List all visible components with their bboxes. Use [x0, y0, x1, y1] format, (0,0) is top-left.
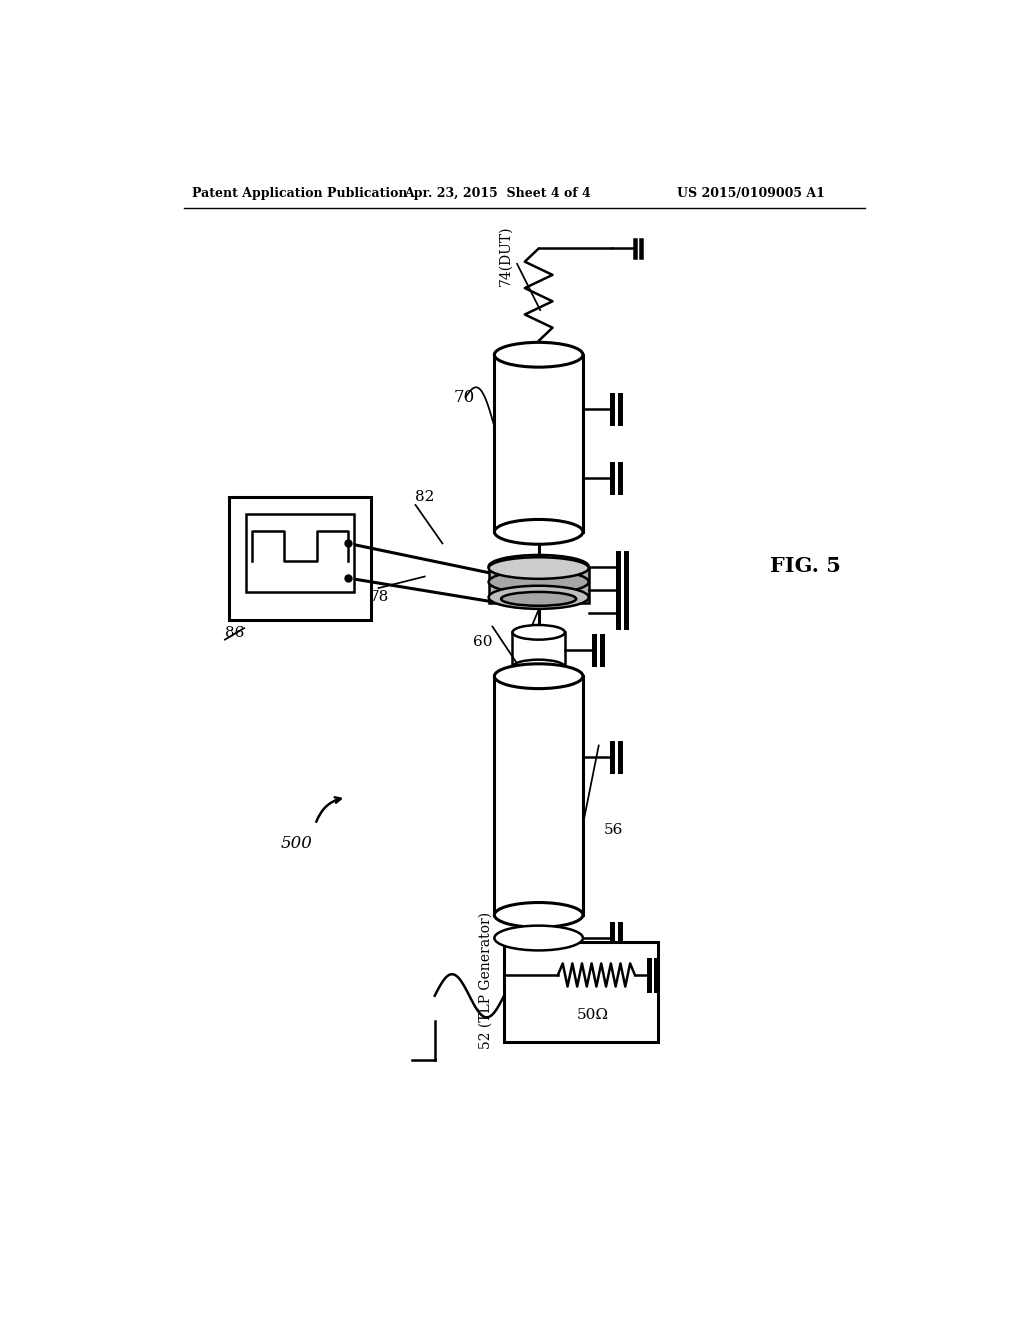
Text: 70: 70 [454, 388, 475, 405]
Polygon shape [488, 568, 589, 603]
Ellipse shape [495, 664, 583, 689]
Ellipse shape [495, 520, 583, 544]
Ellipse shape [512, 624, 565, 640]
Polygon shape [246, 515, 354, 591]
Ellipse shape [488, 570, 589, 594]
Text: US 2015/0109005 A1: US 2015/0109005 A1 [677, 186, 825, 199]
Ellipse shape [488, 554, 589, 578]
Text: Apr. 23, 2015  Sheet 4 of 4: Apr. 23, 2015 Sheet 4 of 4 [403, 186, 591, 199]
Ellipse shape [495, 342, 583, 367]
Text: 66: 66 [527, 624, 547, 639]
Text: 500: 500 [281, 836, 312, 853]
Text: 78: 78 [370, 590, 388, 605]
Text: 74(DUT): 74(DUT) [499, 226, 513, 286]
Text: 60: 60 [473, 635, 493, 649]
Text: 86: 86 [225, 627, 245, 640]
Text: Patent Application Publication: Patent Application Publication [193, 186, 408, 199]
Ellipse shape [501, 591, 577, 606]
Polygon shape [512, 632, 565, 667]
Text: FIG. 5: FIG. 5 [770, 557, 841, 577]
Polygon shape [504, 942, 658, 1041]
Ellipse shape [495, 903, 583, 928]
Ellipse shape [495, 925, 583, 950]
Text: 52 (TLP Generator): 52 (TLP Generator) [478, 912, 493, 1049]
Ellipse shape [512, 660, 565, 675]
Ellipse shape [488, 557, 589, 579]
Text: 56: 56 [604, 824, 624, 837]
Text: 50Ω: 50Ω [577, 1008, 608, 1022]
Polygon shape [495, 355, 583, 532]
Polygon shape [228, 498, 371, 620]
Polygon shape [495, 676, 583, 915]
Ellipse shape [488, 586, 589, 609]
Text: 82: 82 [416, 490, 435, 504]
